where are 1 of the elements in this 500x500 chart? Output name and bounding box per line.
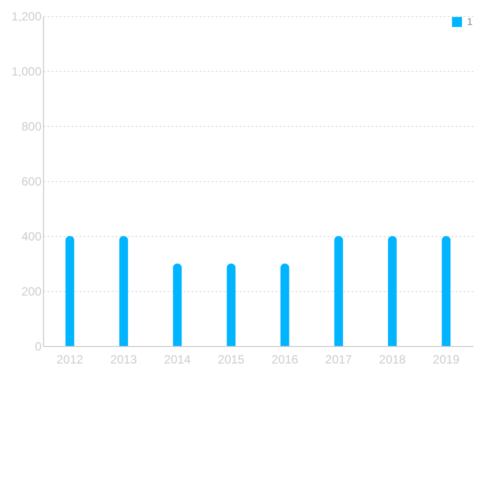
legend-label: 1 — [467, 17, 473, 28]
